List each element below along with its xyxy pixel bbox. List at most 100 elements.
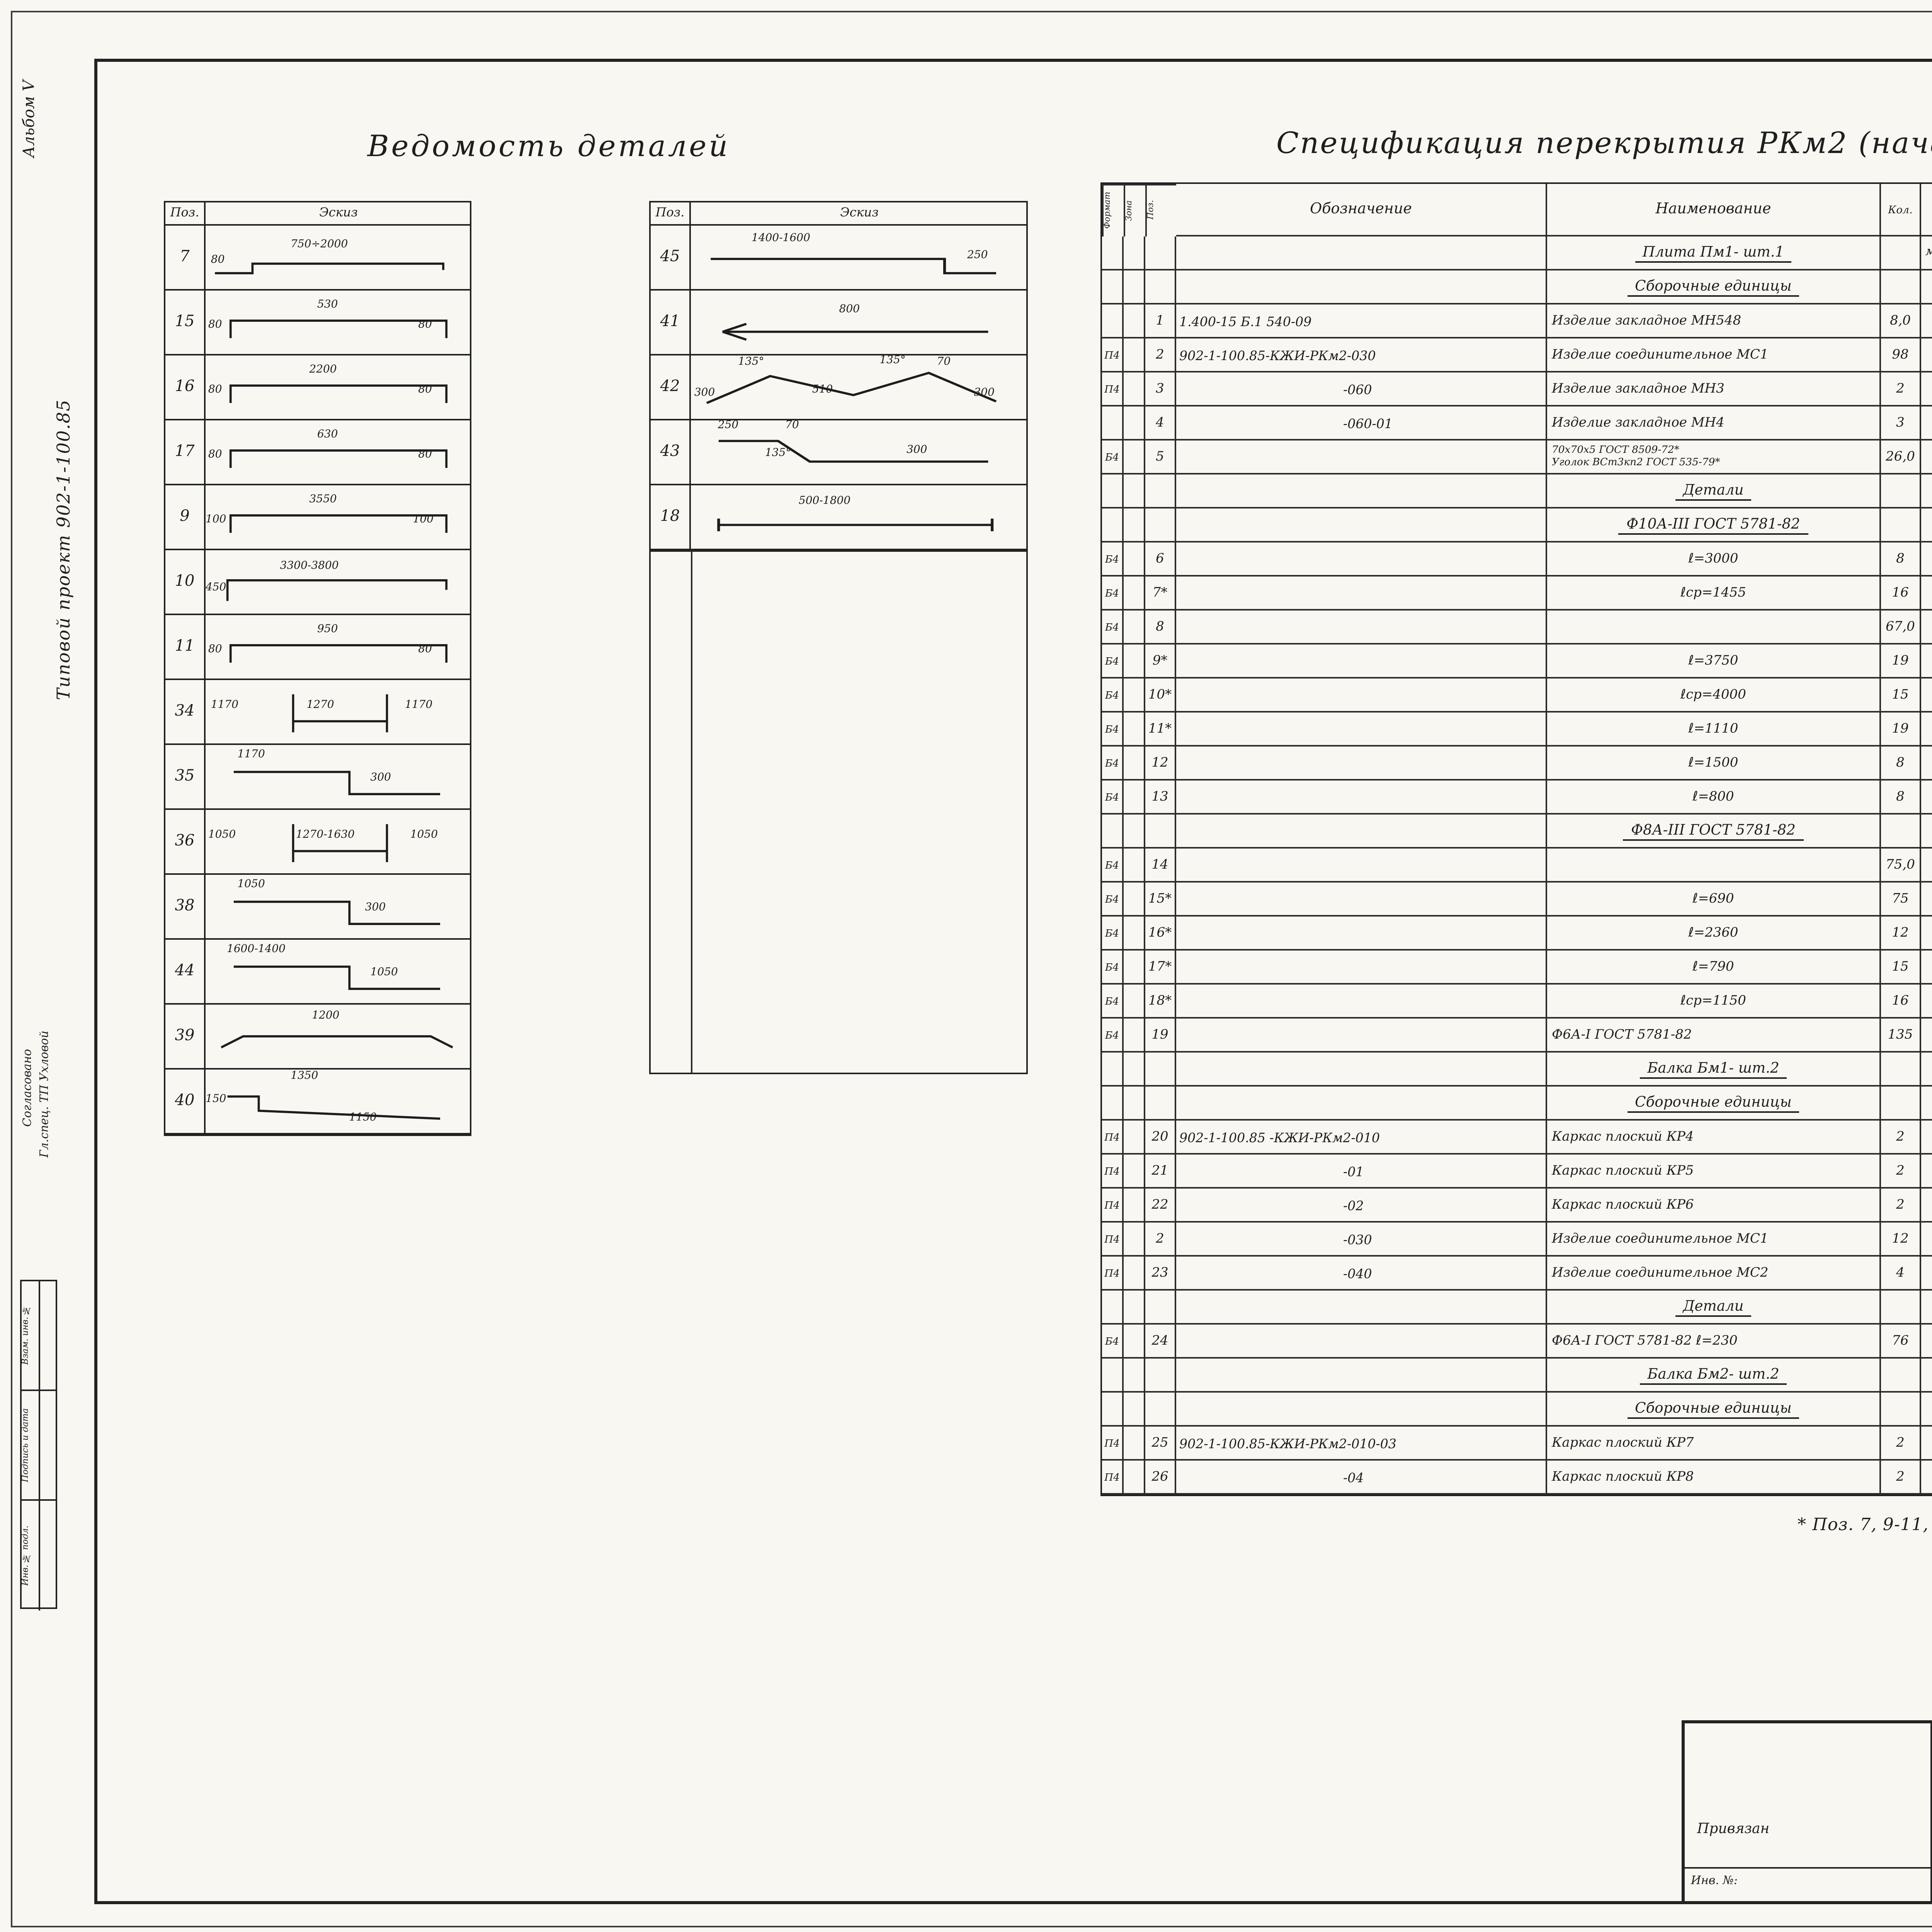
- spec-cell-pos: [1145, 815, 1176, 849]
- sketch-row-eskiz: 1050 300: [206, 875, 471, 940]
- spec-cell-format: П4: [1102, 1427, 1124, 1461]
- spec-cell-name: Изделие закладное МН4: [1547, 406, 1881, 440]
- spec-cell-zone: [1124, 1019, 1145, 1053]
- section-title: Ф10А-III ГОСТ 5781-82: [1619, 515, 1808, 534]
- attachment-box: Привязан Инв. №:: [1685, 1723, 1932, 1901]
- spec-cell-designation: [1176, 577, 1547, 611]
- dimension-label: 80: [208, 643, 222, 655]
- spec-cell-note: поз.м: [1921, 849, 1932, 883]
- inventory-number-label: Инв. №:: [1685, 1867, 1930, 1901]
- spec-cell-name: ℓ=800: [1547, 781, 1881, 815]
- spec-cell-qty: 2: [1881, 1427, 1921, 1461]
- dimension-label: 135°: [738, 355, 764, 368]
- spec-cell-designation: [1176, 543, 1547, 577]
- dimension-label: 450: [206, 582, 226, 594]
- spec-cell-qty: [1881, 815, 1921, 849]
- spec-cell-note: поз.м: [1921, 304, 1932, 338]
- spec-cell-qty: 75: [1881, 883, 1921, 917]
- section-title: Сборочные единицы: [1627, 277, 1799, 296]
- spec-cell-designation: [1176, 1359, 1547, 1393]
- spec-cell-pos: [1145, 1087, 1176, 1121]
- spec-col-header-qty: Кол.: [1881, 184, 1921, 236]
- spec-cell-pos: [1145, 1053, 1176, 1087]
- spec-cell-designation: [1176, 951, 1547, 985]
- dimension-label: 80: [418, 448, 432, 461]
- spec-cell-note: 2,31: [1921, 645, 1932, 679]
- spec-cell-zone: [1124, 1461, 1145, 1495]
- spec-cell-format: [1102, 270, 1124, 304]
- spec-cell-format: П4: [1102, 338, 1124, 372]
- spec-cell-format: П4: [1102, 1257, 1124, 1291]
- dimension-label: 100: [206, 513, 226, 526]
- sketch-row-pos: 41: [651, 291, 691, 355]
- name-line: Уголок ВСт3кп2 ГОСТ 535-79*: [1552, 455, 1720, 468]
- spec-cell-name: ℓ=3750: [1547, 645, 1881, 679]
- spec-cell-format: Б4: [1102, 577, 1124, 611]
- spec-cell-name: Изделие соединительное МС2: [1547, 1257, 1881, 1291]
- spec-cell-note: [1921, 1087, 1932, 1121]
- spec-cell-note: [1921, 1121, 1932, 1155]
- spec-cell-pos: 8: [1145, 611, 1176, 645]
- details-sketch-table-1: Поз. Эскиз 7 80 750÷2000 15 80 530 80 16 80 2200 8…: [164, 201, 471, 1136]
- dimension-label: 300: [694, 386, 715, 398]
- spec-cell-qty: [1881, 1393, 1921, 1427]
- spec-cell-zone: [1124, 985, 1145, 1019]
- spec-cell-name: ℓ=1110: [1547, 713, 1881, 747]
- channel-dimension-sketch: [229, 449, 448, 468]
- spec-cell-qty: 3: [1881, 406, 1921, 440]
- spec-cell-pos: [1145, 1359, 1176, 1393]
- spec-cell-pos: 20: [1145, 1121, 1176, 1155]
- spec-cell-designation: -04: [1176, 1461, 1547, 1495]
- dimension-label: 2200: [309, 362, 337, 375]
- spec-cell-qty: 2: [1881, 1461, 1921, 1495]
- dimension-label: 300: [365, 901, 386, 914]
- zig-dimension-sketch: [227, 1095, 440, 1120]
- spec-cell-qty: 8: [1881, 543, 1921, 577]
- sketch-row-eskiz: 80 630 80: [206, 420, 471, 485]
- dimension-label: 80: [418, 383, 432, 396]
- dimension-label: 300: [370, 771, 391, 784]
- spec-cell-qty: 16: [1881, 985, 1921, 1019]
- dimension-label: 135°: [765, 447, 791, 459]
- section-title: Балка Бм2- шт.2: [1639, 1366, 1787, 1384]
- spec-cell-qty: [1881, 509, 1921, 543]
- spec-cell-zone: [1124, 1427, 1145, 1461]
- spec-cell-note: 0,49: [1921, 781, 1932, 815]
- sketch-row-pos: 7: [165, 226, 206, 291]
- sketch-row-pos: 44: [165, 940, 206, 1005]
- dimension-label: 500-1800: [799, 494, 851, 507]
- dimension-label: 1600-1400: [227, 943, 286, 956]
- title-block: Привязан Инв. №: ТП 902-1-100.85 -КЖ Нач…: [1682, 1720, 1932, 1904]
- spec-cell-qty: [1881, 1291, 1921, 1325]
- sketch-row-eskiz: 1600-1400 1050: [206, 940, 471, 1005]
- spec-cell-zone: [1124, 645, 1145, 679]
- spec-cell-format: [1102, 1291, 1124, 1325]
- dimension-label: 1400-1600: [751, 231, 810, 244]
- sketch-row-eskiz: 1050 1270-1630 1050: [206, 810, 471, 875]
- spec-cell-zone: [1124, 509, 1145, 543]
- spec-cell-note: 0,93: [1921, 917, 1932, 951]
- dimension-label: 1170: [405, 699, 433, 711]
- section-title: Плита Пм1- шт.1: [1634, 243, 1792, 262]
- spec-cell-zone: [1124, 236, 1145, 270]
- spec-cell-format: П4: [1102, 1155, 1124, 1189]
- spec-cell-pos: 9*: [1145, 645, 1176, 679]
- spec-cell-qty: [1881, 1087, 1921, 1121]
- dimension-label: 1200: [312, 1009, 340, 1022]
- spec-cell-designation: 902-1-100.85 -КЖИ-РКм2-010: [1176, 1121, 1547, 1155]
- spec-cell-qty: 19: [1881, 713, 1921, 747]
- spec-cell-zone: [1124, 440, 1145, 474]
- spec-cell-name: Каркас плоский КР5: [1547, 1155, 1881, 1189]
- spec-cell-format: [1102, 236, 1124, 270]
- spec-cell-name: [1547, 611, 1881, 645]
- spec-cell-name: ℓ=690: [1547, 883, 1881, 917]
- spec-cell-designation: [1176, 917, 1547, 951]
- spec-cell-designation: [1176, 236, 1547, 270]
- spec-cell-name: Изделие закладное МН3: [1547, 372, 1881, 406]
- section-title: Сборочные единицы: [1627, 1400, 1799, 1418]
- dimension-label: 3300-3800: [280, 560, 339, 573]
- spec-cell-note: поз.м: [1921, 1019, 1932, 1053]
- spec-cell-designation: [1176, 645, 1547, 679]
- spec-cell-designation: -060-01: [1176, 406, 1547, 440]
